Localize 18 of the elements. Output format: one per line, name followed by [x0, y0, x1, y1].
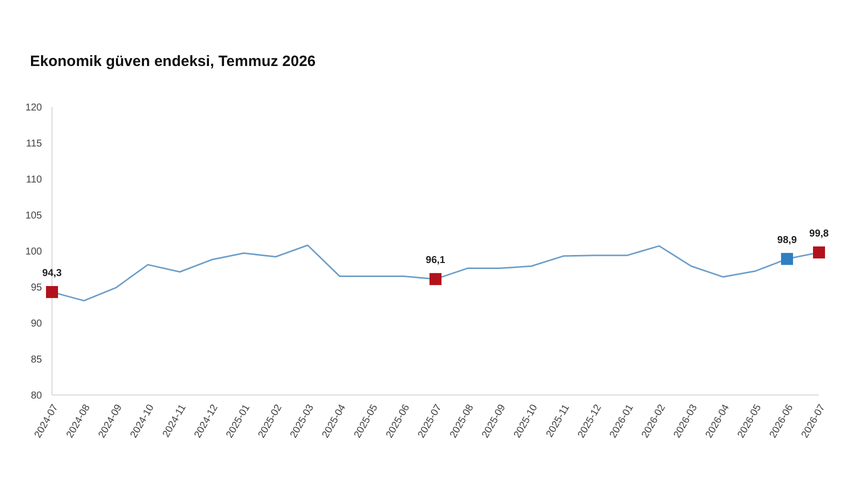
data-label: 99,8	[809, 228, 830, 240]
data-label: 94,3	[42, 268, 62, 280]
y-tick-label: 120	[25, 102, 42, 114]
data-label: 98,9	[777, 234, 798, 246]
y-tick-label: 90	[30, 318, 42, 330]
y-tick-label: 100	[25, 246, 42, 258]
y-tick-label: 95	[30, 282, 42, 294]
y-tick-label: 80	[30, 390, 42, 402]
point	[430, 273, 442, 286]
y-tick-label: 85	[30, 354, 42, 366]
data-label: 96,1	[426, 255, 446, 266]
y-tick-label: 105	[25, 210, 42, 222]
point	[781, 252, 794, 265]
chart-title: Ekonomik güven endeksi, Temmuz 2026	[30, 53, 316, 70]
point	[813, 246, 825, 258]
y-tick-label: 110	[26, 174, 42, 186]
y-tick-label: 115	[26, 138, 42, 150]
point	[46, 286, 58, 298]
